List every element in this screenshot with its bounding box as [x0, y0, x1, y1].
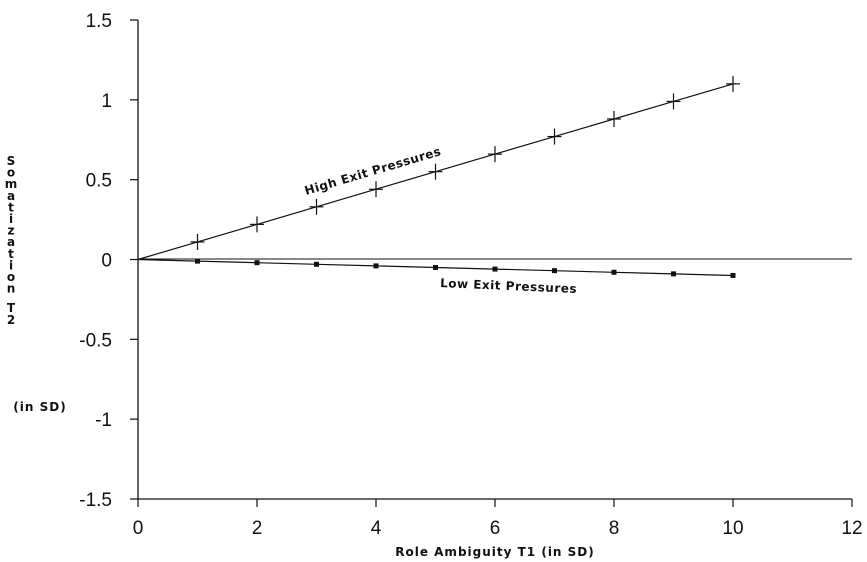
x-tick-label: 0 [133, 518, 144, 539]
x-tick-label: 10 [722, 518, 743, 539]
data-point-high [547, 128, 562, 145]
y-tick-label: -1.5 [79, 490, 112, 511]
data-point-high [666, 93, 681, 110]
y-axis-title-char: m [5, 177, 18, 191]
y-tick-label: -1 [95, 410, 112, 431]
data-point-low [373, 263, 379, 269]
data-point-low [671, 271, 676, 277]
data-point-low [433, 264, 438, 270]
y-axis-title-char: T [7, 301, 16, 315]
y-axis-title-char: S [7, 154, 16, 168]
y-axis-unit: (in SD) [13, 400, 66, 414]
y-tick-label: -0.5 [79, 330, 112, 351]
data-point-high [309, 198, 324, 215]
y-axis-title-char: i [9, 258, 13, 272]
x-tick-label: 12 [841, 518, 862, 539]
data-point-high [428, 163, 443, 180]
data-point-high [726, 75, 740, 92]
x-axis-title: Role Ambiguity T1 (in SD) [395, 545, 595, 559]
x-tick-label: 8 [609, 518, 620, 539]
y-tick-label: 1.5 [86, 11, 112, 32]
y-axis-title-char: t [8, 200, 14, 214]
y-ticks: 1.5 1 0.5 0 -0.5 -1 -1.5 [79, 11, 138, 511]
series-label-low: Low Exit Pressures [440, 276, 577, 296]
y-axis-title-char: a [7, 235, 15, 249]
x-tick-label: 4 [371, 518, 382, 539]
y-axis-title-char: a [7, 189, 15, 203]
data-point-low [195, 258, 200, 264]
y-tick-label: 1 [101, 91, 112, 112]
data-point-low [552, 268, 557, 274]
y-axis-title-char: o [7, 166, 15, 180]
y-axis-title-char: 2 [7, 313, 15, 327]
x-tick-label: 6 [490, 518, 501, 539]
y-tick-label: 0.5 [86, 171, 112, 192]
y-tick-label: 0 [101, 251, 112, 272]
data-point-high [190, 233, 205, 250]
y-axis-title-char: i [9, 212, 13, 226]
y-axis-title-char: z [8, 224, 15, 238]
data-point-high [250, 216, 264, 233]
data-point-high [607, 110, 621, 127]
data-point-high [369, 181, 383, 198]
data-point-high [488, 146, 502, 163]
data-point-low [254, 260, 260, 266]
data-point-low [492, 266, 498, 272]
y-axis-title-char: o [7, 270, 15, 284]
x-tick-label: 2 [252, 518, 263, 539]
y-axis-title-char: n [7, 282, 16, 296]
y-axis-title-char: t [8, 247, 14, 261]
series-layer [137, 75, 740, 278]
data-point-low [730, 272, 736, 278]
data-point-low [611, 269, 617, 275]
x-ticks: 0 2 4 6 8 10 12 [133, 499, 863, 539]
data-point-low [314, 261, 319, 267]
